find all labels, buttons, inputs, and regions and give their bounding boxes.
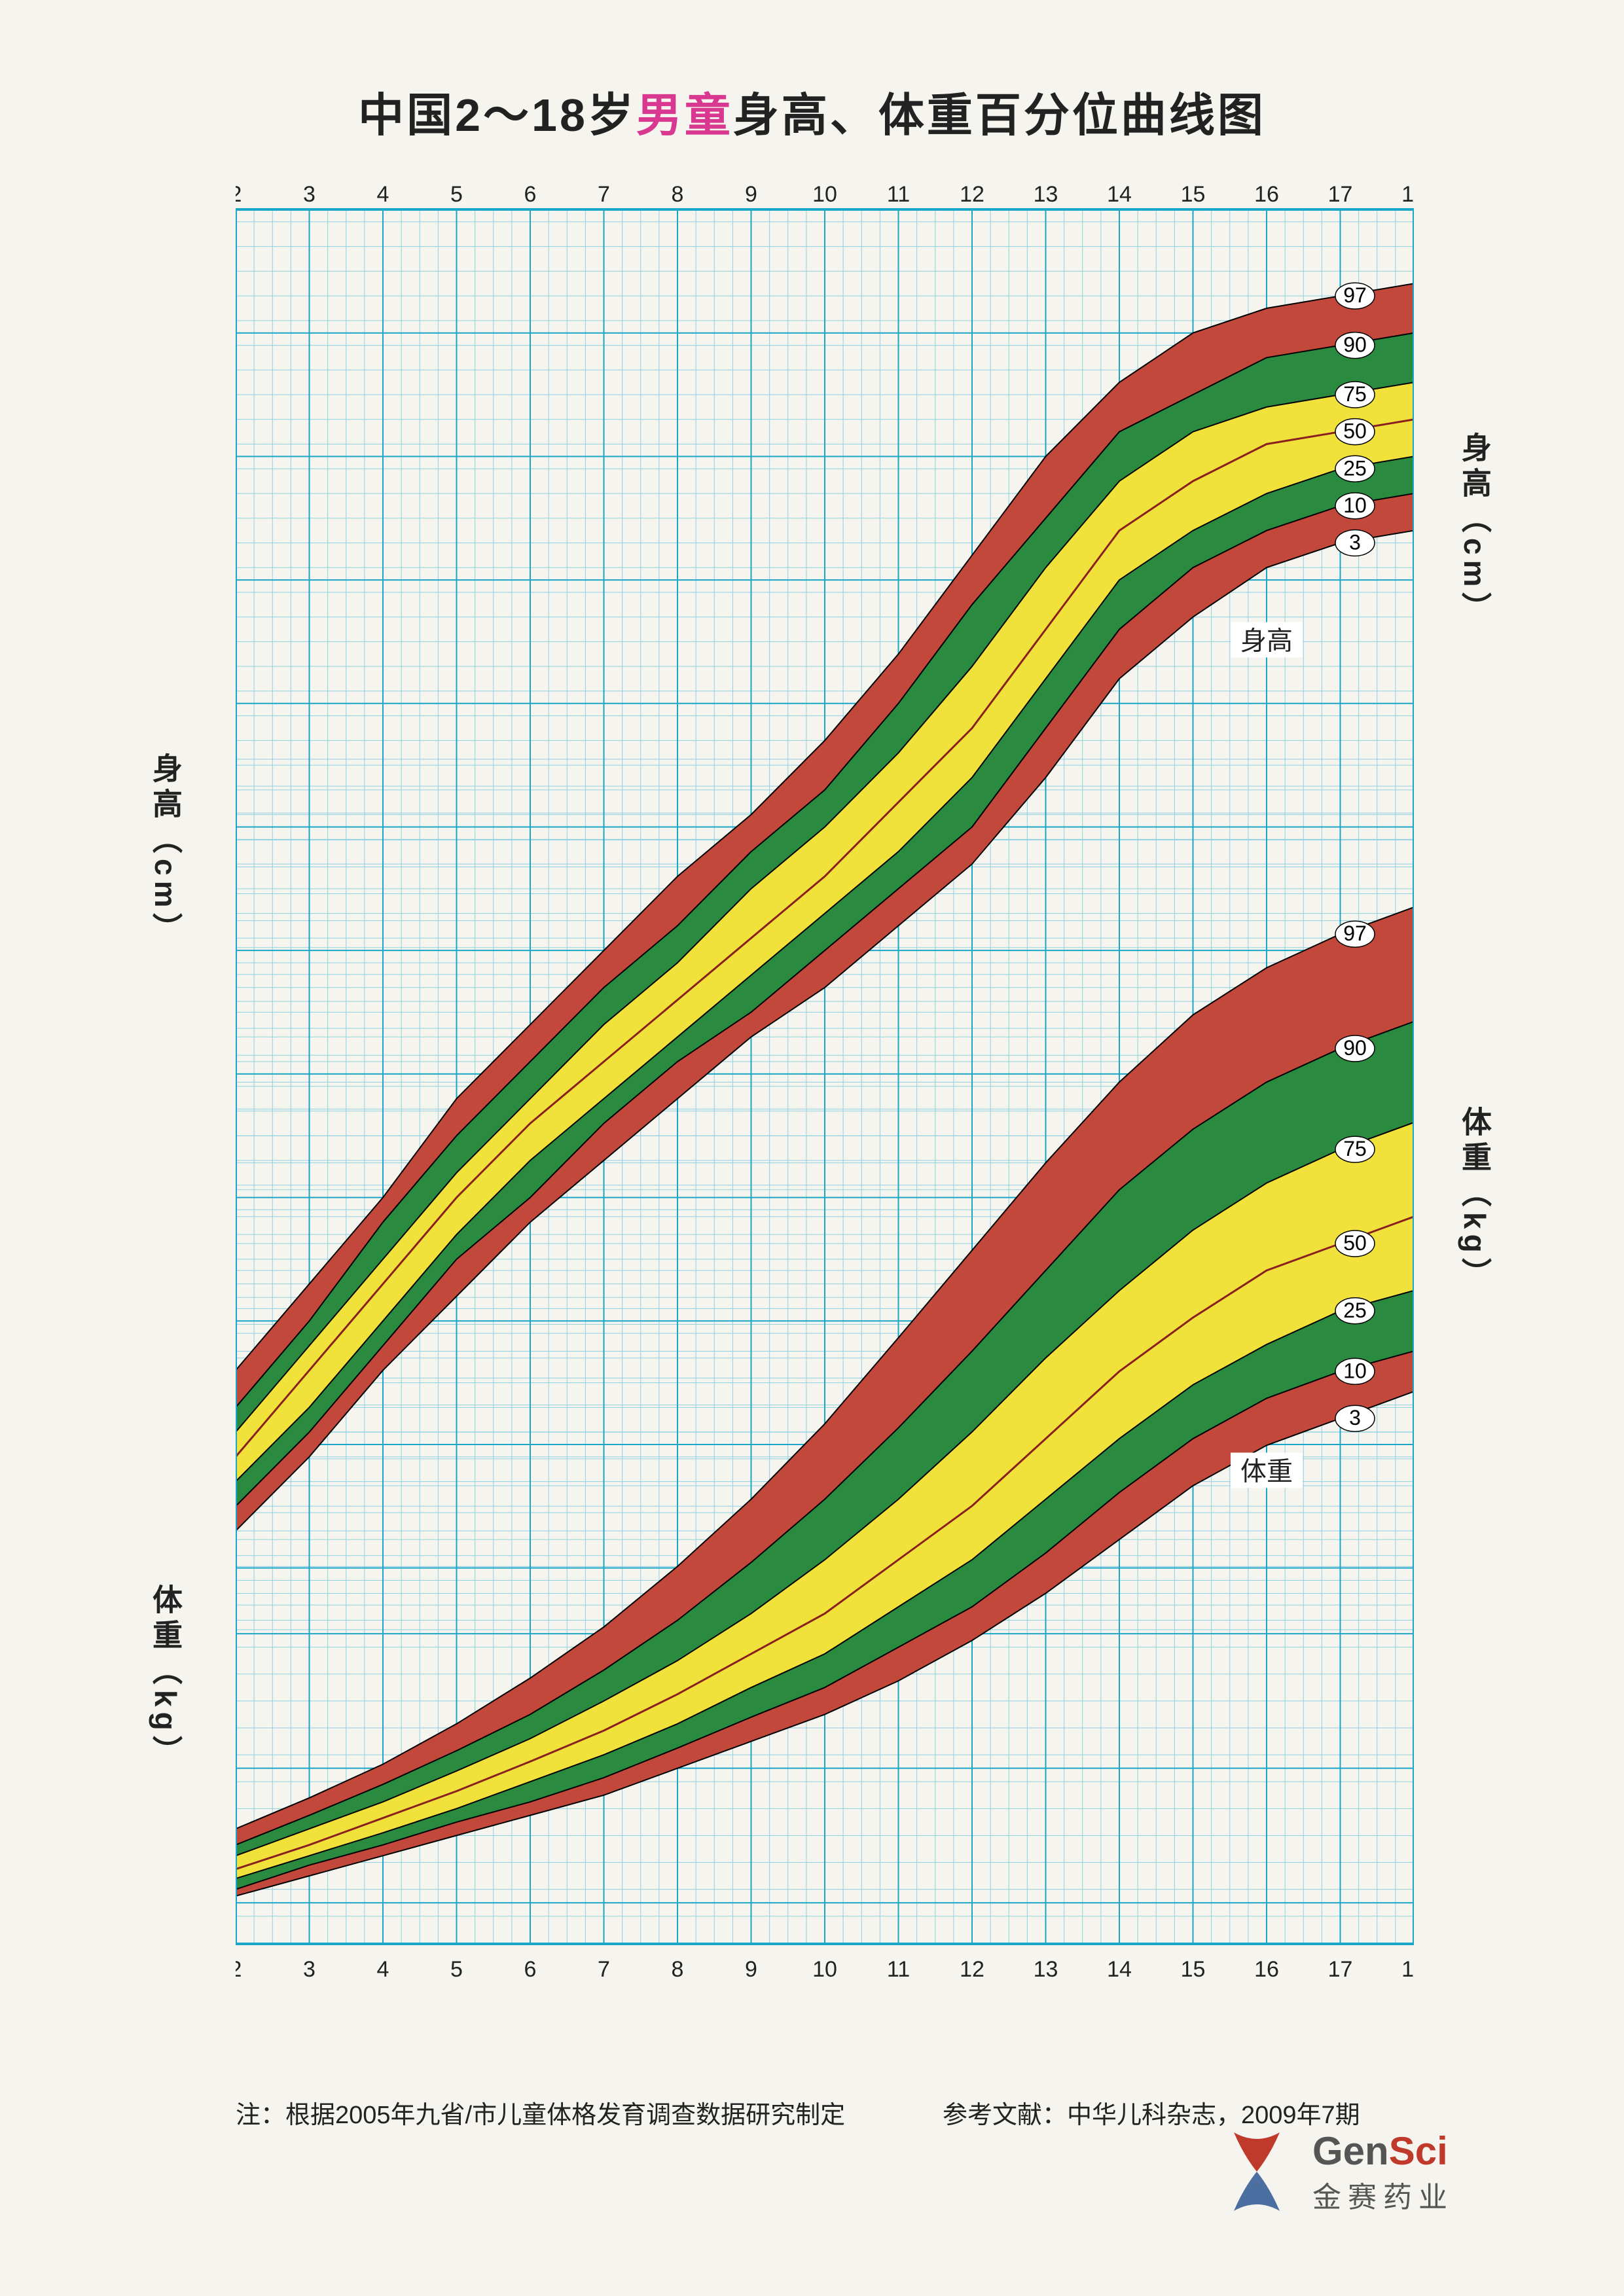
age-tick-top: 14	[1107, 183, 1132, 207]
logo-cn: 金赛药业	[1312, 2174, 1454, 2215]
age-tick-top: 10	[812, 183, 837, 207]
title-accent: 男童	[636, 90, 733, 141]
footnote-source: 注：根据2005年九省/市儿童体格发育调查数据研究制定	[236, 2094, 845, 2130]
age-tick-top: 12	[960, 183, 984, 207]
age-tick-bottom: 18	[1401, 1957, 1414, 1982]
logo-text: GenSci 金赛药业	[1312, 2128, 1454, 2215]
age-tick-top: 17	[1328, 183, 1353, 207]
inline-label-height: 身高	[1240, 626, 1293, 655]
height-pct-50: 50	[1343, 420, 1367, 443]
weight-pct-97: 97	[1343, 922, 1367, 945]
age-tick-top: 6	[524, 183, 537, 207]
age-tick-top: 11	[887, 183, 910, 207]
age-tick-top: 9	[745, 183, 757, 207]
age-tick-bottom: 5	[450, 1957, 463, 1982]
inline-label-weight: 体重	[1240, 1457, 1293, 1486]
age-tick-bottom: 8	[672, 1957, 684, 1982]
weight-pct-50: 50	[1343, 1231, 1367, 1255]
age-tick-top: 4	[377, 183, 389, 207]
weight-pct-10: 10	[1343, 1359, 1367, 1382]
age-tick-top: 16	[1254, 183, 1279, 207]
age-tick-top: 15	[1181, 183, 1206, 207]
axis-label-weight-left: 体重（kg）	[144, 1584, 187, 1771]
chart-title: 中国2～18岁男童身高、体重百分位曲线图	[0, 79, 1624, 145]
age-tick-bottom: 12	[960, 1957, 984, 1982]
age-tick-bottom: 3	[303, 1957, 316, 1982]
logo-en-1: Gen	[1312, 2129, 1389, 2173]
growth-chart: 23456789101112131415161718岁2345678910111…	[236, 183, 1414, 2016]
age-tick-bottom: 11	[887, 1957, 910, 1982]
age-tick-top: 8	[672, 183, 684, 207]
logo-icon	[1221, 2126, 1293, 2217]
age-tick-bottom: 10	[812, 1957, 837, 1982]
age-tick-bottom: 15	[1181, 1957, 1206, 1982]
height-pct-75: 75	[1343, 382, 1367, 406]
age-tick-bottom: 17	[1328, 1957, 1353, 1982]
height-pct-97: 97	[1343, 283, 1367, 307]
title-prefix: 中国2～18岁	[358, 90, 636, 141]
age-tick-top: 7	[598, 183, 610, 207]
chart-svg: 23456789101112131415161718岁2345678910111…	[236, 183, 1414, 2016]
axis-label-height-right: 身高（cm）	[1453, 432, 1496, 627]
age-tick-top: 18	[1401, 183, 1414, 207]
age-tick-top: 13	[1034, 183, 1058, 207]
title-suffix: 身高、体重百分位曲线图	[733, 90, 1266, 141]
age-tick-bottom: 16	[1254, 1957, 1279, 1982]
age-tick-top: 2	[236, 183, 242, 207]
weight-pct-75: 75	[1343, 1137, 1367, 1160]
axis-label-height-left: 身高（cm）	[144, 753, 187, 948]
height-pct-10: 10	[1343, 493, 1367, 517]
sponsor-logo: GenSci 金赛药业	[1221, 2126, 1454, 2217]
age-tick-bottom: 13	[1034, 1957, 1058, 1982]
age-tick-bottom: 9	[745, 1957, 757, 1982]
logo-en-2: Sci	[1389, 2129, 1448, 2173]
axis-label-weight-right: 体重（kg）	[1453, 1106, 1496, 1293]
weight-pct-90: 90	[1343, 1036, 1367, 1060]
height-pct-25: 25	[1343, 456, 1367, 480]
age-tick-bottom: 14	[1107, 1957, 1132, 1982]
age-tick-top: 5	[450, 183, 463, 207]
age-tick-bottom: 7	[598, 1957, 610, 1982]
height-pct-90: 90	[1343, 333, 1367, 357]
age-tick-bottom: 2	[236, 1957, 242, 1982]
height-pct-3: 3	[1349, 530, 1361, 554]
footnote-reference: 参考文献：中华儿科杂志，2009年7期	[943, 2094, 1360, 2130]
weight-pct-3: 3	[1349, 1406, 1361, 1429]
weight-pct-25: 25	[1343, 1299, 1367, 1322]
age-tick-top: 3	[303, 183, 316, 207]
age-tick-bottom: 4	[377, 1957, 389, 1982]
age-tick-bottom: 6	[524, 1957, 537, 1982]
